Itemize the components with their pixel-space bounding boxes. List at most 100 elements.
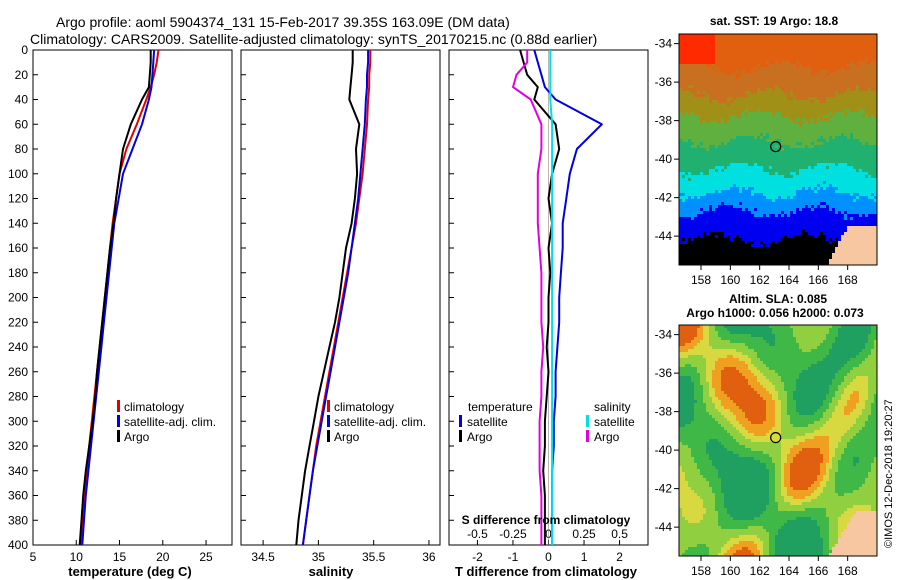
map-cell <box>841 241 845 245</box>
map-cell <box>799 178 803 182</box>
map-cell <box>742 115 746 119</box>
map-cell <box>688 73 692 77</box>
map-cell <box>694 136 698 140</box>
map-cell <box>802 49 806 53</box>
map-cell <box>679 88 683 92</box>
map-cell <box>757 145 761 149</box>
map-cell <box>697 214 701 218</box>
map-cell <box>787 55 791 59</box>
map-cell <box>820 160 824 164</box>
map-cell <box>790 49 794 53</box>
map-cell <box>760 220 764 224</box>
map-cell <box>847 46 851 50</box>
depth-tick-label: 0 <box>21 43 28 57</box>
map-cell <box>826 181 830 185</box>
map-cell <box>760 127 764 131</box>
map-cell <box>715 139 719 143</box>
map-cell <box>796 136 800 140</box>
map-cell <box>808 85 812 89</box>
map-cell <box>829 247 833 251</box>
map-cell <box>748 121 752 125</box>
map-cell <box>760 223 764 227</box>
map-cell <box>850 97 854 101</box>
map-cell <box>820 82 824 86</box>
map-cell <box>865 169 869 173</box>
map-cell <box>679 190 683 194</box>
map-cell <box>817 151 821 155</box>
map-cell <box>760 145 764 149</box>
map-cell <box>721 43 725 47</box>
map-cell <box>829 223 833 227</box>
map-cell <box>721 181 725 185</box>
map-cell <box>685 205 689 209</box>
map-cell <box>835 163 839 167</box>
map-cell <box>832 82 836 86</box>
map-cell <box>679 118 683 122</box>
map-cell <box>766 58 770 62</box>
map-cell <box>724 58 728 62</box>
map-cell <box>781 151 785 155</box>
map-cell <box>718 241 722 245</box>
map-cell <box>685 109 689 113</box>
map-cell <box>745 58 749 62</box>
map-cell <box>679 133 683 137</box>
map-cell <box>766 94 770 98</box>
map-cell <box>808 49 812 53</box>
map-cell <box>700 202 704 206</box>
map-cell <box>685 52 689 56</box>
map-cell <box>820 85 824 89</box>
map-cell <box>868 166 872 170</box>
map-cell <box>787 103 791 107</box>
map-cell <box>745 157 749 161</box>
map-cell <box>817 133 821 137</box>
map-cell <box>754 175 758 179</box>
map-cell <box>781 235 785 239</box>
map-cell <box>697 220 701 224</box>
map-cell <box>805 175 809 179</box>
map-cell <box>715 178 719 182</box>
map-cell <box>745 160 749 164</box>
map-cell <box>811 103 815 107</box>
map-cell <box>757 223 761 227</box>
map-cell <box>730 46 734 50</box>
map-cell <box>856 61 860 65</box>
map-cell <box>772 106 776 110</box>
map-cell <box>748 196 752 200</box>
map-cell <box>781 217 785 221</box>
map-cell <box>739 55 743 59</box>
map-cell <box>685 247 689 251</box>
map-cell <box>841 49 845 53</box>
map-cell <box>763 232 767 236</box>
map-cell <box>709 85 713 89</box>
map-cell <box>835 70 839 74</box>
map-cell <box>688 169 692 173</box>
map-cell <box>802 73 806 77</box>
map-cell <box>718 199 722 203</box>
map-cell <box>709 88 713 92</box>
map-cell <box>820 199 824 203</box>
map-cell <box>856 151 860 155</box>
map-cell <box>709 187 713 191</box>
map-cell <box>751 208 755 212</box>
map-cell <box>700 70 704 74</box>
map-cell <box>724 139 728 143</box>
map-cell <box>871 229 875 233</box>
map-cell <box>778 76 782 80</box>
map-cell <box>718 55 722 59</box>
map-cell <box>781 76 785 80</box>
map-cell <box>685 73 689 77</box>
map-cell <box>757 178 761 182</box>
map-cell <box>748 178 752 182</box>
map-cell <box>850 52 854 56</box>
map-cell <box>814 100 818 104</box>
map-cell <box>847 103 851 107</box>
map-cell <box>754 244 758 248</box>
map-cell <box>772 247 776 251</box>
map-cell <box>703 235 707 239</box>
map-cell <box>763 202 767 206</box>
map-cell <box>844 142 848 146</box>
map-cell <box>739 40 743 44</box>
map-cell <box>856 220 860 224</box>
map-cell <box>808 79 812 83</box>
map-cell <box>694 118 698 122</box>
